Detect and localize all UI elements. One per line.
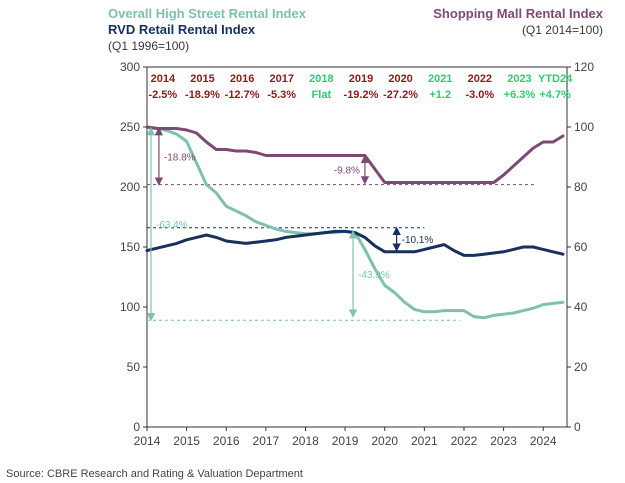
x-tick-label: 2016 <box>213 434 240 448</box>
y-right-tick-label: 80 <box>574 180 588 194</box>
y-left-tick-label: 100 <box>120 300 140 314</box>
x-tick-label: 2015 <box>173 434 200 448</box>
y-right-tick-label: 100 <box>574 120 594 134</box>
x-tick-label: 2022 <box>451 434 478 448</box>
y-left-tick-label: 150 <box>120 240 140 254</box>
annual-label-value: -27.2% <box>383 89 418 101</box>
y-left-tick-label: 50 <box>127 360 141 374</box>
legend-mall: Shopping Mall Rental Index <box>433 6 603 21</box>
left-axis-base: (Q1 1996=100) <box>108 39 190 53</box>
legend-high-street: Overall High Street Rental Index <box>108 6 306 21</box>
y-right-tick-label: 0 <box>574 420 581 434</box>
annual-label-value: -2.5% <box>148 89 177 101</box>
x-tick-label: 2023 <box>490 434 517 448</box>
y-left-tick-label: 200 <box>120 180 140 194</box>
plot-frame <box>146 66 568 428</box>
annual-label-year: 2015 <box>190 73 214 85</box>
y-left-tick-label: 250 <box>120 120 140 134</box>
legend-left: Overall High Street Rental Index RVD Ret… <box>108 6 306 54</box>
change-arrow-label: -63.4% <box>156 220 188 231</box>
annual-label-year: 2014 <box>151 73 176 85</box>
x-tick-label: 2019 <box>332 434 359 448</box>
y-left-tick-label: 300 <box>120 60 140 74</box>
y-right-tick-label: 60 <box>574 240 588 254</box>
change-arrow-label: -10.1% <box>402 235 434 246</box>
annual-label-year: 2023 <box>507 73 531 85</box>
x-tick-label: 2017 <box>253 434 280 448</box>
y-left-tick-label: 0 <box>133 420 140 434</box>
annual-label-value: +1.2 <box>429 89 451 101</box>
y-right-tick-label: 40 <box>574 300 588 314</box>
annual-label-value: -18.9% <box>185 89 220 101</box>
series-line <box>145 125 565 184</box>
annual-label-value: Flat <box>312 89 332 101</box>
legend-right: Shopping Mall Rental Index (Q1 2014=100) <box>433 6 603 38</box>
annual-label-year: YTD24 <box>538 73 573 85</box>
y-right-tick-label: 120 <box>574 60 594 74</box>
x-tick-label: 2021 <box>411 434 438 448</box>
x-tick-label: 2020 <box>371 434 398 448</box>
annual-label-year: 2020 <box>388 73 412 85</box>
legend-rvd: RVD Retail Rental Index <box>108 22 256 37</box>
change-arrow-label: -9.8% <box>334 166 360 177</box>
annual-label-year: 2021 <box>428 73 452 85</box>
annual-label-value: +4.7% <box>539 89 571 101</box>
annual-label-value: -19.2% <box>344 89 379 101</box>
x-tick-label: 2024 <box>530 434 557 448</box>
change-arrow-label: -18.8% <box>164 152 196 163</box>
annual-label-value: +6.3% <box>504 89 536 101</box>
annual-label-value: -12.7% <box>225 89 260 101</box>
y-right-tick-label: 20 <box>574 360 588 374</box>
annual-label-year: 2019 <box>349 73 373 85</box>
right-axis-base: (Q1 2014=100) <box>521 23 603 37</box>
source-note: Source: CBRE Research and Rating & Valua… <box>6 468 303 480</box>
annual-label-year: 2016 <box>230 73 254 85</box>
annual-label-value: -3.0% <box>465 89 494 101</box>
annual-label-year: 2022 <box>468 73 492 85</box>
x-tick-label: 2018 <box>292 434 319 448</box>
annual-label-year: 2017 <box>269 73 293 85</box>
x-tick-label: 2014 <box>134 434 161 448</box>
change-arrow-label: -43.9% <box>358 270 390 281</box>
annual-label-value: -5.3% <box>267 89 296 101</box>
annual-label-year: 2018 <box>309 73 333 85</box>
